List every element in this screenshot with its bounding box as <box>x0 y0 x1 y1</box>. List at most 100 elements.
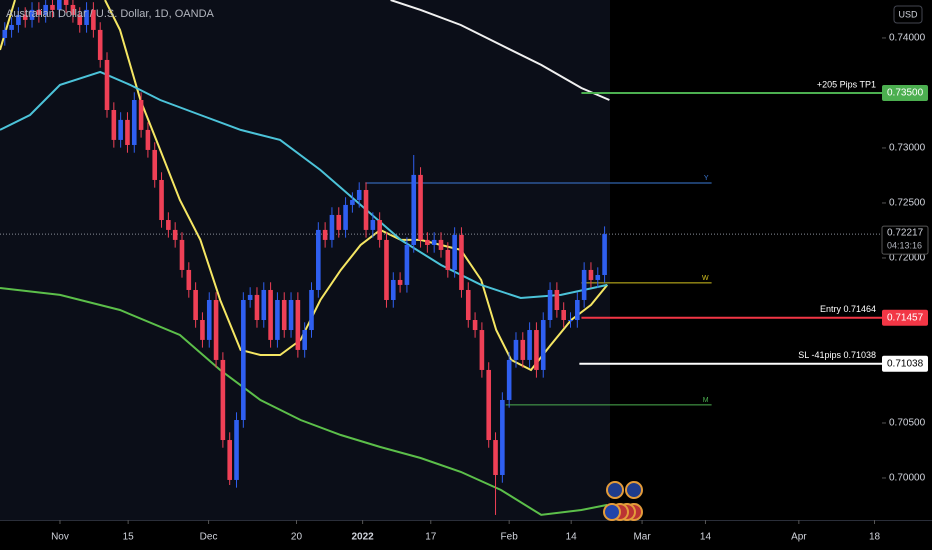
candle-body <box>9 24 14 30</box>
candle-body <box>281 299 287 331</box>
level-label: Y <box>704 175 709 182</box>
candle-body <box>581 269 587 300</box>
candle-body <box>29 9 35 20</box>
candle-body <box>322 229 328 240</box>
candle-body <box>472 320 478 331</box>
candle-body <box>411 174 417 245</box>
candle-body <box>111 110 117 140</box>
x-tick-label: 14 <box>700 532 712 543</box>
candle-body <box>527 330 532 360</box>
x-tick-label: Dec <box>200 532 218 543</box>
candle-body <box>213 299 219 360</box>
candle-body <box>329 214 335 240</box>
candle-body <box>16 14 21 25</box>
candle-body <box>70 4 76 15</box>
x-tick-label: 18 <box>869 532 881 543</box>
candle-body <box>104 59 110 111</box>
candle-body <box>288 299 294 331</box>
candle-body <box>336 214 342 230</box>
symbol-title: Australian Dollar / U.S. Dollar, 1D, OAN… <box>6 8 215 20</box>
moving-average <box>0 70 608 300</box>
plot: Y W M +205 Pips TP1 Entry 0.71464 SL -41pips … <box>0 0 882 516</box>
y-tick-label: 0.70500 <box>889 418 926 429</box>
candle-body <box>275 299 280 340</box>
candle-body <box>500 399 505 476</box>
candle-body <box>595 275 601 280</box>
candle-body <box>438 239 444 250</box>
candle-body <box>22 14 28 20</box>
candle-body <box>131 99 137 145</box>
candle-body <box>145 129 151 150</box>
candle-body <box>588 269 594 280</box>
price-tag <box>882 309 928 326</box>
candle-body <box>118 119 123 140</box>
candle-body <box>172 229 178 240</box>
currency-button[interactable] <box>893 5 923 24</box>
candle-body <box>363 189 369 230</box>
candle-body <box>241 299 246 421</box>
candle-body <box>390 279 396 300</box>
candle-body <box>97 29 103 60</box>
candle-body <box>91 9 96 30</box>
price-tag-label: 0.73500 <box>887 88 924 99</box>
candle-body <box>316 229 321 290</box>
candle-body <box>152 149 158 180</box>
candle-body <box>534 330 539 370</box>
candle-body <box>370 220 376 230</box>
y-tick-label: 0.74000 <box>889 33 926 44</box>
candle-body <box>50 4 55 10</box>
candle-body <box>493 440 498 476</box>
candle-body <box>247 294 253 300</box>
candle-body <box>56 0 62 10</box>
x-tick-label: 2022 <box>351 532 374 543</box>
candle-body <box>186 269 192 290</box>
candle-body <box>445 249 451 270</box>
candle-body <box>179 239 185 270</box>
candle-body <box>568 320 573 322</box>
candle-body <box>479 330 485 370</box>
level-label: W <box>702 275 709 282</box>
candle-body <box>43 4 48 15</box>
candle-body <box>452 234 457 270</box>
candle-body <box>36 9 42 15</box>
shaded-region <box>0 0 610 520</box>
candle-body <box>350 199 355 205</box>
candle-body <box>254 294 260 321</box>
candle-body <box>540 320 546 370</box>
last-price-tag <box>881 225 929 255</box>
x-tick-label: 14 <box>566 532 578 543</box>
countdown-label: 04:13:16 <box>887 240 922 250</box>
last-price-label: 0.72217 <box>887 228 924 239</box>
candle-body <box>193 289 198 321</box>
candle-body <box>159 179 164 221</box>
candle-body <box>575 299 580 321</box>
x-tick-label: 15 <box>123 532 135 543</box>
y-tick-label: 0.72500 <box>889 198 926 209</box>
flag-icons <box>603 481 643 521</box>
candle-body <box>356 189 362 200</box>
candle-body <box>418 174 423 240</box>
candle-body <box>486 369 492 441</box>
candle-body <box>404 244 410 285</box>
candle-body <box>397 279 403 285</box>
candle-body <box>384 239 389 300</box>
candle-body <box>125 119 130 145</box>
moving-average <box>0 0 609 372</box>
y-tick-label: 0.73000 <box>889 143 926 154</box>
price-tag <box>882 84 928 101</box>
candle-body <box>206 299 212 340</box>
moving-average <box>390 0 610 101</box>
candle-body <box>561 309 566 321</box>
candle-body <box>234 420 239 480</box>
candle-body <box>459 234 464 290</box>
level-label: M <box>703 397 709 404</box>
candle-body <box>138 99 144 130</box>
candle-body <box>84 9 89 25</box>
x-tick-label: 17 <box>425 532 437 543</box>
candle-body <box>431 239 437 245</box>
currency-label[interactable]: USD <box>898 9 918 19</box>
x-tick-label: Apr <box>791 532 807 543</box>
candle-body <box>261 289 267 321</box>
trade-level-label: +205 Pips TP1 <box>817 79 876 89</box>
